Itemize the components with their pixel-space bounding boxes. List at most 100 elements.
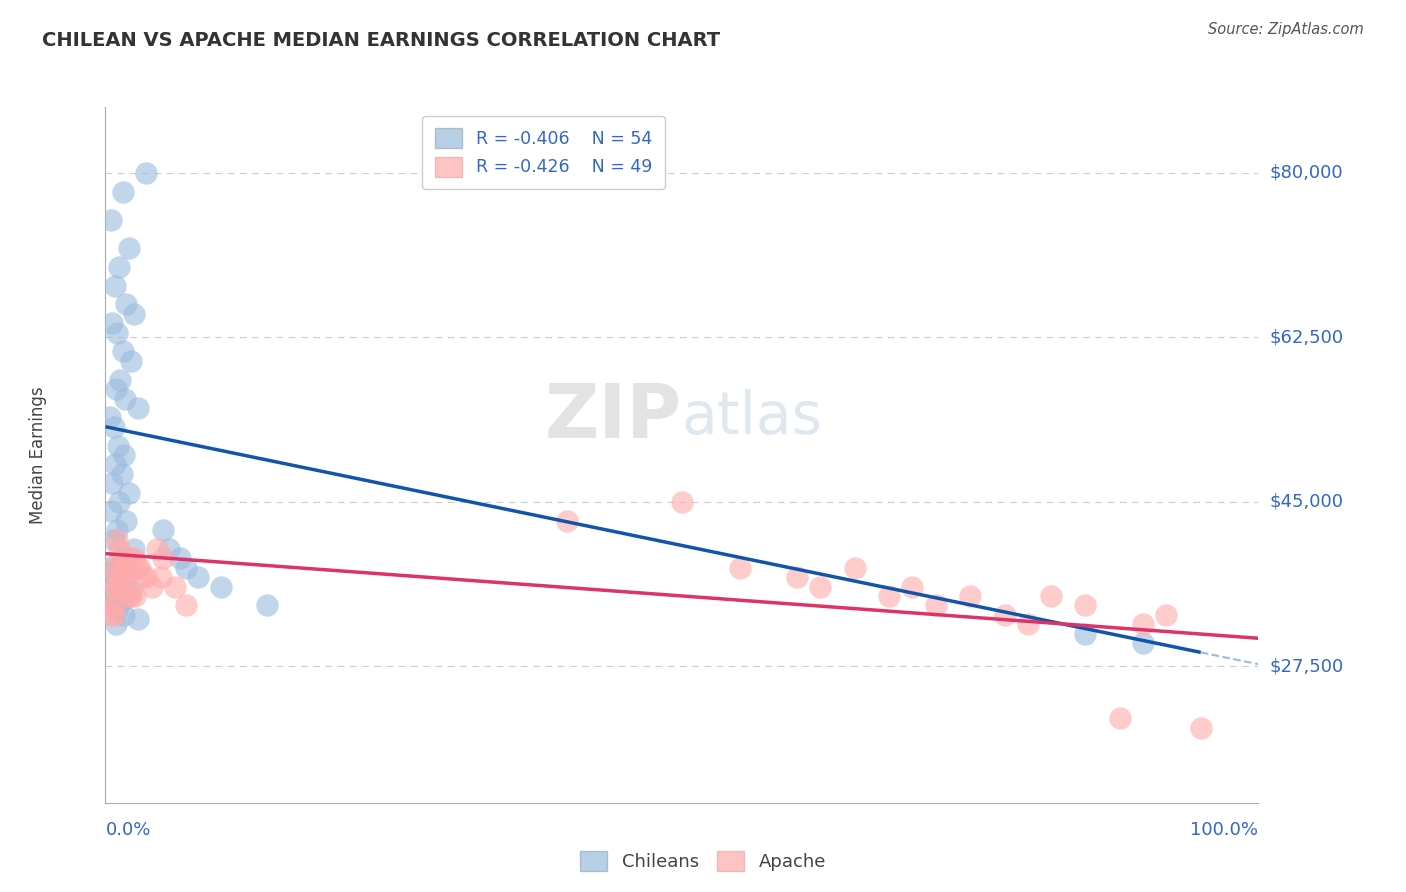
Point [124,551,146,566]
Point [994,607,1017,622]
Point [131,570,153,584]
Point [108,260,131,274]
Point [104,599,127,613]
Point [114,560,136,574]
Point [101,574,124,589]
Point [135,570,157,584]
Text: $62,500: $62,500 [1270,328,1344,346]
Point [101,316,124,330]
Point [1109,711,1132,725]
Text: ZIP: ZIP [544,381,682,454]
Point [120,354,142,368]
Text: $27,500: $27,500 [1270,657,1344,675]
Point [104,580,127,594]
Point [114,392,136,406]
Point [786,570,808,584]
Point [1132,617,1154,632]
Point [107,570,129,584]
Point [924,599,946,613]
Point [103,419,125,434]
Point [187,570,209,584]
Point [111,551,134,566]
Point [111,551,134,566]
Point [112,570,135,584]
Point [117,241,139,255]
Point [1154,607,1177,622]
Point [959,589,981,603]
Point [1132,636,1154,650]
Legend: R = -0.406    N = 54, R = -0.426    N = 49: R = -0.406 N = 54, R = -0.426 N = 49 [422,116,665,189]
Point [110,560,132,574]
Point [104,458,127,472]
Point [108,541,131,556]
Point [124,589,146,603]
Point [146,541,169,556]
Point [115,514,138,528]
Text: $80,000: $80,000 [1270,164,1343,182]
Text: Source: ZipAtlas.com: Source: ZipAtlas.com [1208,22,1364,37]
Point [1074,626,1097,640]
Point [110,593,132,607]
Point [110,373,132,387]
Point [112,448,135,462]
Point [127,560,149,574]
Point [117,485,139,500]
Point [117,551,139,566]
Point [112,607,135,622]
Point [100,599,122,613]
Point [157,541,180,556]
Point [111,344,134,359]
Point [152,551,174,566]
Point [808,580,831,594]
Point [115,297,138,311]
Point [174,599,197,613]
Point [104,278,127,293]
Point [104,589,127,603]
Point [120,589,142,603]
Point [105,326,128,340]
Point [100,504,122,518]
Text: 100.0%: 100.0% [1191,821,1258,838]
Point [117,589,139,603]
Point [120,584,142,599]
Point [107,570,129,584]
Point [1074,599,1097,613]
Text: atlas: atlas [682,389,823,446]
Point [671,495,693,509]
Point [114,580,136,594]
Point [100,212,122,227]
Point [103,533,125,547]
Point [124,541,146,556]
Point [104,617,127,632]
Text: Median Earnings: Median Earnings [30,386,46,524]
Point [115,570,138,584]
Point [110,580,132,594]
Point [129,560,152,574]
Point [127,401,149,415]
Point [901,580,924,594]
Point [108,495,131,509]
Point [104,580,127,594]
Point [100,560,122,574]
Text: CHILEAN VS APACHE MEDIAN EARNINGS CORRELATION CHART: CHILEAN VS APACHE MEDIAN EARNINGS CORREL… [42,31,720,50]
Point [127,612,149,626]
Text: 0.0%: 0.0% [105,821,150,838]
Point [110,467,132,481]
Point [110,560,132,574]
Legend: Chileans, Apache: Chileans, Apache [574,844,832,879]
Point [1039,589,1062,603]
Point [124,307,146,321]
Point [135,166,157,180]
Point [555,514,578,528]
Point [105,603,128,617]
Point [103,607,125,622]
Point [111,185,134,199]
Point [163,580,186,594]
Point [149,570,172,584]
Point [256,599,278,613]
Point [98,410,121,425]
Point [1189,721,1212,735]
Point [169,551,191,566]
Point [105,533,128,547]
Point [107,438,129,452]
